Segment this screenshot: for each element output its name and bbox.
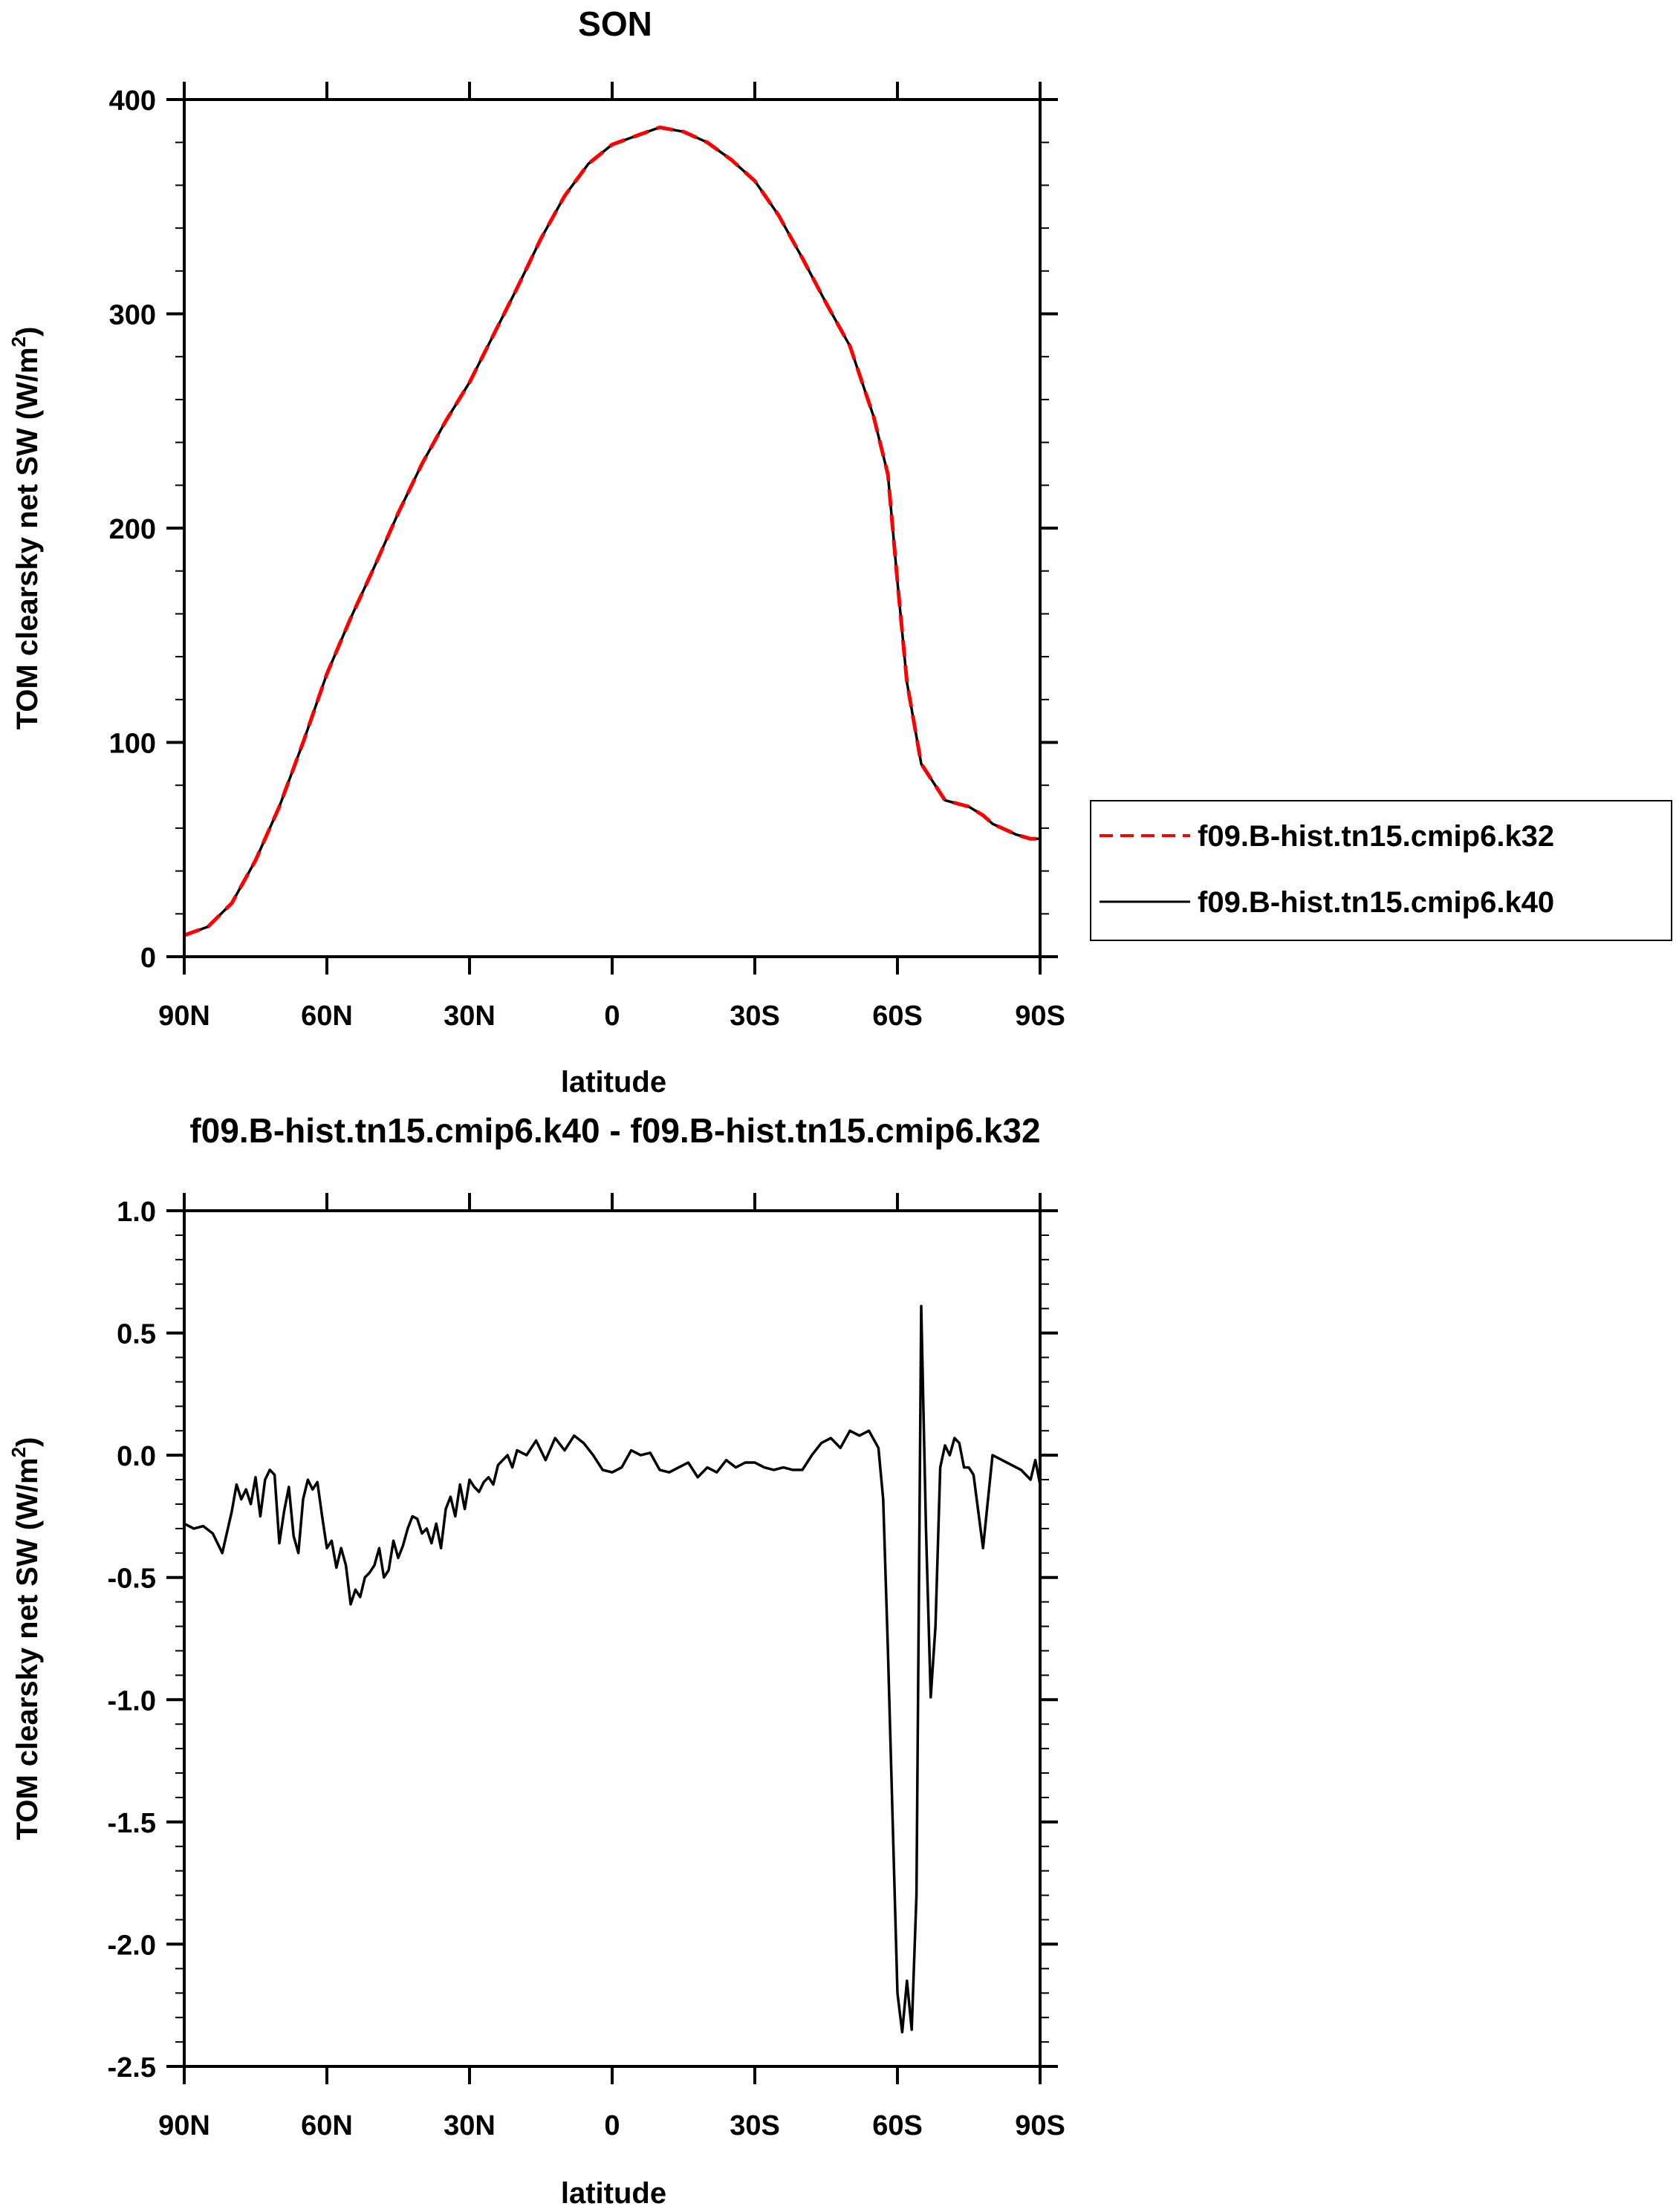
top-plot-frame	[183, 98, 1042, 958]
top-x-tick-label: 60N	[301, 1001, 353, 1032]
legend-box	[1090, 800, 1672, 941]
bottom-x-ticks: 90N 60N 30N 0 30S 60S 90S	[158, 1193, 1065, 2141]
bottom-y-axis-label-close: )	[11, 1437, 44, 1447]
bottom-x-tick-label: 90N	[158, 2110, 210, 2141]
top-y-tick-label: 0	[140, 943, 156, 974]
top-x-tick-label: 60S	[872, 1001, 923, 1032]
bottom-y-tick-label: -1.0	[108, 1685, 156, 1717]
bottom-plot-frame	[183, 1209, 1042, 2068]
top-series-line-0	[184, 126, 1040, 937]
top-y-axis-label-sup: 2	[7, 336, 30, 347]
bottom-y-tick-label: -2.0	[108, 1930, 156, 1961]
bottom-x-tick-label: 0	[604, 2110, 620, 2141]
legend-label-k32: f09.B-hist.tn15.cmip6.k32	[1198, 820, 1554, 853]
top-y-axis-label-main: TOM clearsky net SW (W/m	[11, 347, 44, 729]
top-x-tick-label: 90S	[1015, 1001, 1065, 1032]
top-x-ticks: 90N 60N 30N 0 30S 60S 90S	[158, 82, 1065, 1032]
bottom-y-tick-label: -0.5	[108, 1564, 156, 1595]
bottom-chart-title: f09.B-hist.tn15.cmip6.k40 - f09.B-hist.t…	[189, 1111, 1040, 1150]
bottom-y-axis-label-main: TOM clearsky net SW (W/m	[11, 1457, 44, 1840]
top-chart-title: SON	[578, 4, 652, 43]
bottom-x-tick-label: 30S	[730, 2110, 780, 2141]
bottom-y-ticks: 1.0 0.5 0.0 -0.5 -1.0 -1.5 -2.0 -2.5	[108, 1197, 1058, 2083]
top-y-tick-label: 100	[109, 729, 156, 760]
top-x-tick-label: 30S	[730, 1001, 780, 1032]
bottom-x-tick-label: 60S	[872, 2110, 923, 2141]
bottom-x-tick-label: 30N	[444, 2110, 496, 2141]
top-y-axis-label: TOM clearsky net SW (W/m2)	[7, 327, 44, 730]
bottom-y-tick-label: 0.0	[117, 1441, 156, 1472]
top-y-tick-label: 300	[109, 300, 156, 331]
bottom-series-line-0	[184, 1304, 1042, 2034]
bottom-x-tick-label: 90S	[1015, 2110, 1065, 2141]
bottom-y-axis-label-sup: 2	[7, 1447, 30, 1457]
bottom-chart-lines	[184, 1304, 1042, 2034]
top-x-tick-label: 90N	[158, 1001, 210, 1032]
top-chart-lines	[184, 126, 1040, 937]
top-legend: f09.B-hist.tn15.cmip6.k32 f09.B-hist.tn1…	[1090, 800, 1672, 941]
top-y-axis-label-close: )	[11, 327, 44, 336]
bottom-x-tick-label: 60N	[301, 2110, 353, 2141]
bottom-y-tick-label: -1.5	[108, 1808, 156, 1839]
top-chart: SON 0 100 200 300 400 90N 60N 30N 0 30S 60S 90S la…	[7, 4, 1672, 1099]
bottom-x-axis-label: latitude	[561, 2177, 666, 2210]
top-y-tick-label: 400	[109, 85, 156, 117]
top-x-tick-label: 30N	[444, 1001, 496, 1032]
legend-label-k40: f09.B-hist.tn15.cmip6.k40	[1198, 886, 1554, 919]
top-x-tick-label: 0	[604, 1001, 620, 1032]
top-x-axis-label: latitude	[561, 1066, 666, 1099]
bottom-y-axis-label: TOM clearsky net SW (W/m2)	[7, 1437, 44, 1841]
top-y-tick-label: 200	[109, 514, 156, 545]
bottom-chart: f09.B-hist.tn15.cmip6.k40 - f09.B-hist.t…	[7, 1111, 1065, 2210]
bottom-y-tick-label: 0.5	[117, 1319, 156, 1350]
bottom-y-tick-label: 1.0	[117, 1197, 156, 1228]
top-series-line-1	[184, 126, 1040, 937]
bottom-y-tick-label: -2.5	[108, 2052, 156, 2083]
top-y-ticks: 0 100 200 300 400	[109, 85, 1058, 974]
